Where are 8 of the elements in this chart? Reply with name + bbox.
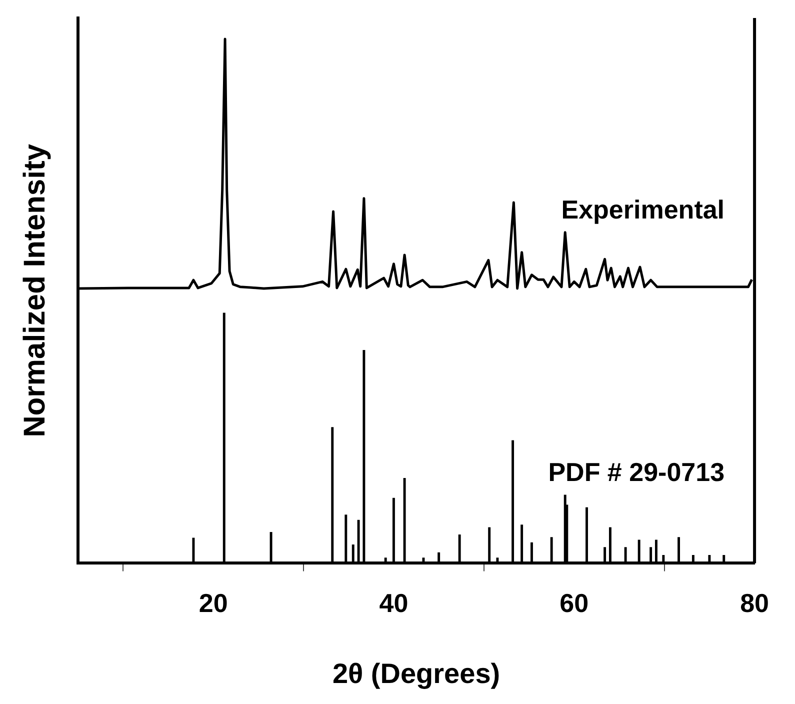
series-label: PDF # 29-0713 bbox=[548, 457, 725, 488]
x-tick-label: 20 bbox=[198, 588, 228, 618]
x-tick-label: 80 bbox=[740, 588, 769, 618]
x-axis-title: 2θ (Degrees) bbox=[332, 658, 500, 689]
series-label: Experimental bbox=[561, 194, 725, 225]
x-tick-label: 60 bbox=[560, 588, 589, 618]
y-axis-title: Normalized Intensity bbox=[18, 144, 52, 438]
x-tick-label: 40 bbox=[379, 588, 408, 618]
